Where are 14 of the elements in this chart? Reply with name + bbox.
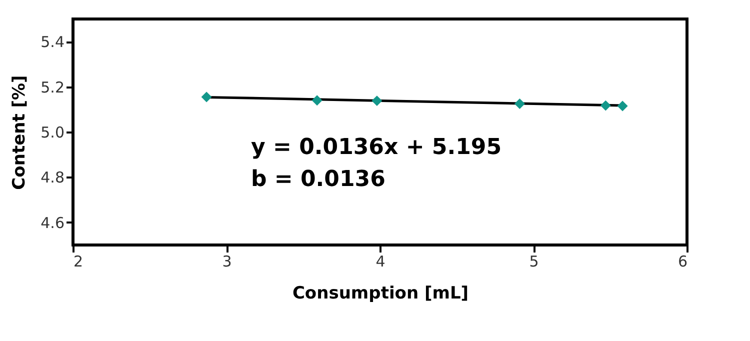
y-tick-label: 5.2	[40, 78, 64, 96]
x-axis-title: Consumption [mL]	[292, 284, 469, 304]
y-tick-label: 4.8	[40, 168, 64, 187]
y-tick-label: 5.0	[40, 124, 64, 142]
y-axis-title: Content [%]	[10, 75, 30, 190]
x-tick-label: 5	[529, 252, 539, 270]
y-tick-label: 5.4	[40, 33, 64, 52]
annotation: b = 0.0136	[251, 167, 386, 192]
x-tick-label: 4	[376, 252, 386, 270]
x-tick-label: 6	[678, 252, 688, 270]
y-tick-label: 4.6	[40, 214, 64, 232]
x-tick-label: 2	[74, 252, 84, 270]
annotation: y = 0.0136x + 5.195	[251, 135, 502, 160]
x-tick-label: 3	[222, 252, 232, 270]
